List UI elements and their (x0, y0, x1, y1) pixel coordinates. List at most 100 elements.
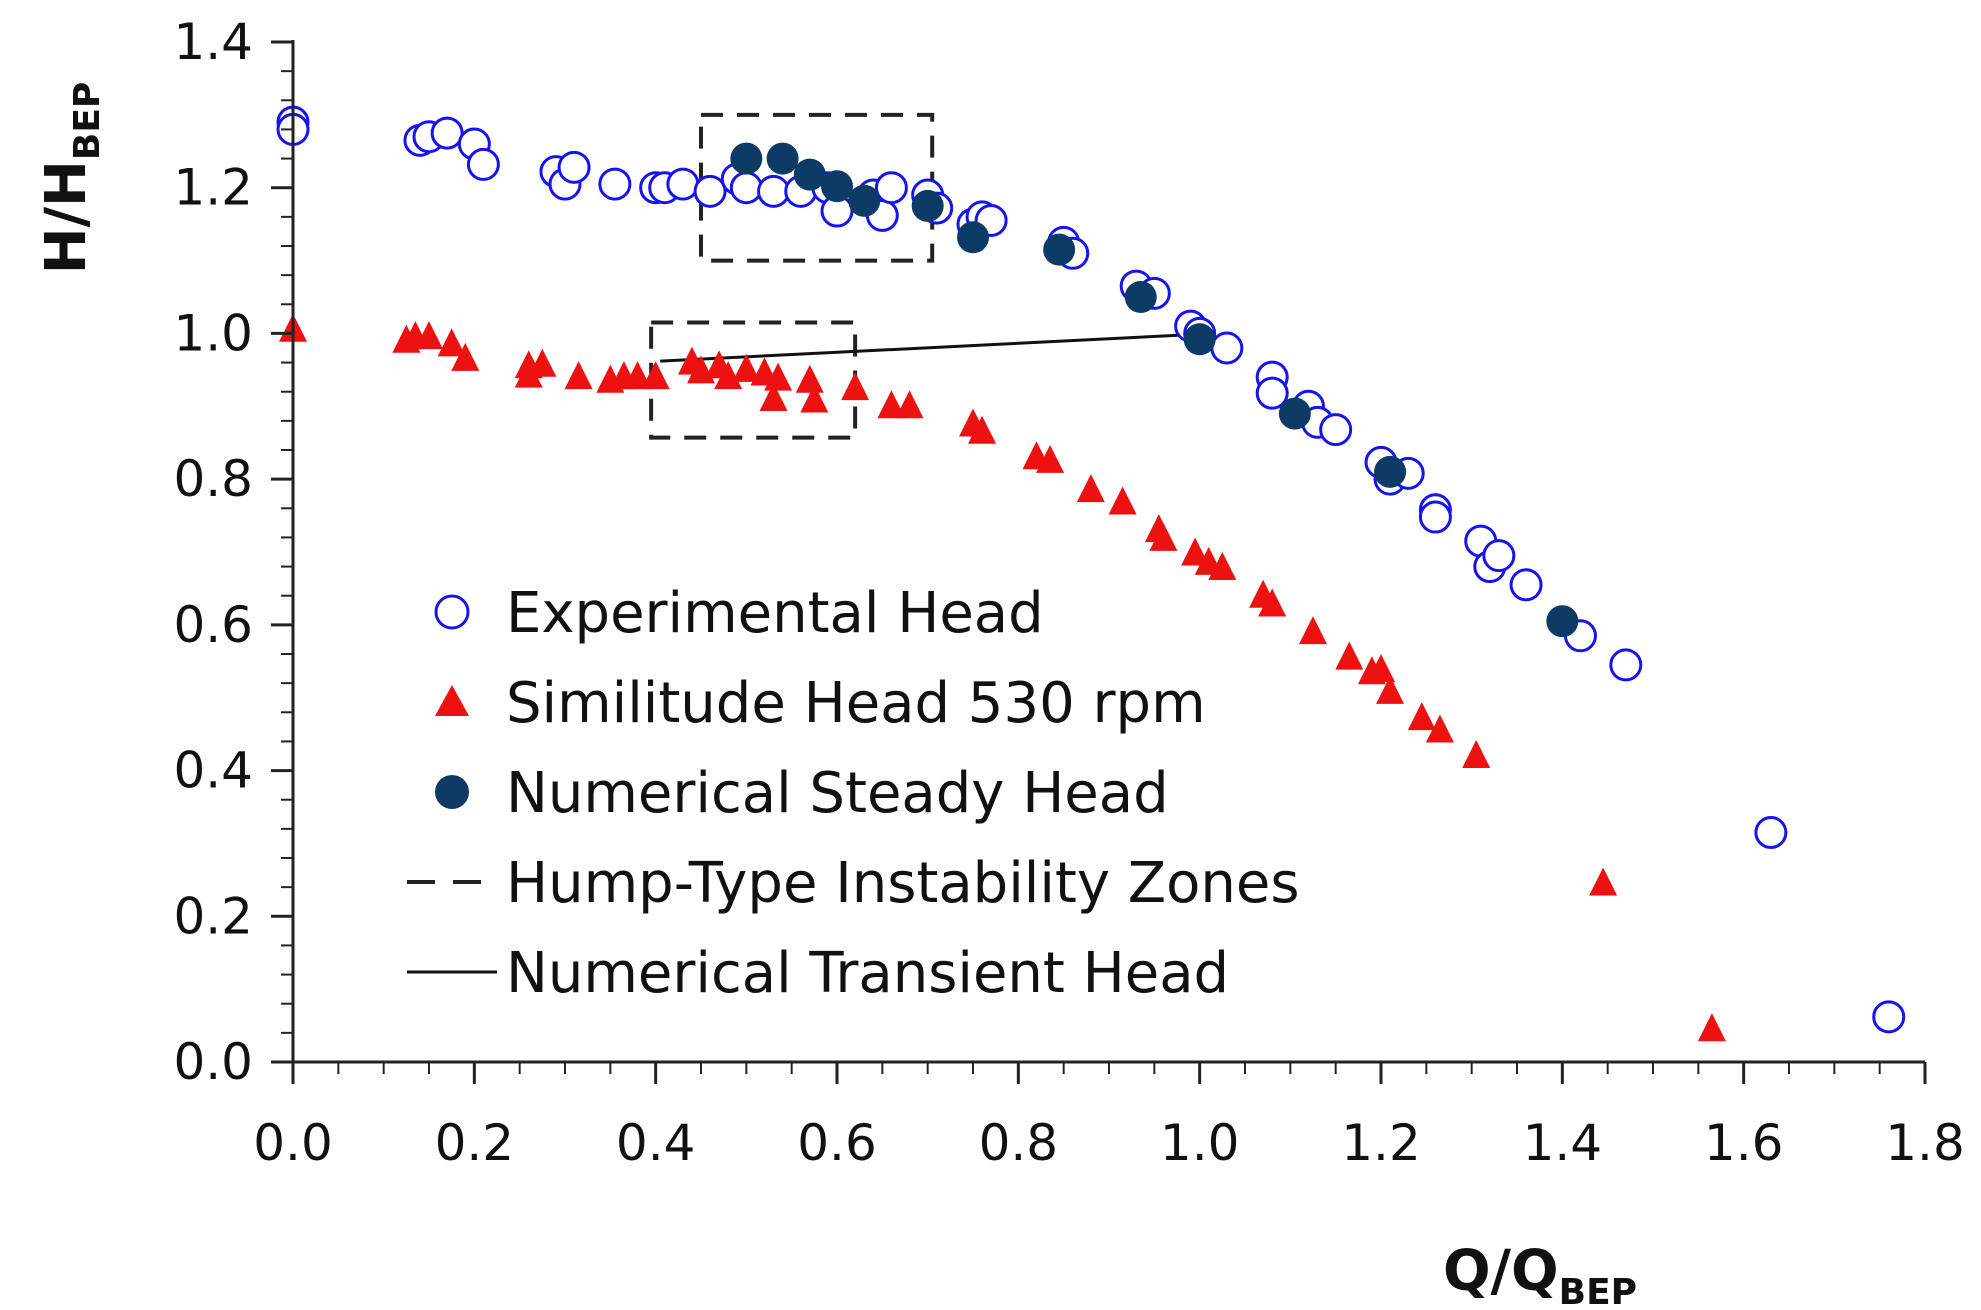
similitude-point (1149, 522, 1178, 551)
similitude-point (1208, 552, 1237, 581)
legend-marker-similitude (435, 685, 469, 716)
x-axis-title-main: Q/Q (1443, 1239, 1559, 1304)
experimental-point (1210, 331, 1244, 365)
similitude-point (1407, 702, 1436, 731)
similitude-point (759, 383, 788, 411)
similitude-point (564, 361, 593, 390)
legend-label-experimental: Experimental Head (506, 581, 1044, 646)
transient-line-layer (660, 333, 1187, 363)
numerical-steady-point (1278, 397, 1311, 430)
similitude-point (451, 342, 480, 371)
x-tick-label: 0.6 (797, 1114, 877, 1172)
similitude-point (641, 361, 670, 390)
y-tick-label: 0.0 (173, 1033, 253, 1091)
experimental-point (666, 167, 700, 201)
similitude-point (877, 390, 906, 419)
legend-label-transient: Numerical Transient Head (506, 941, 1229, 1006)
legend-marker-numerical-steady (435, 775, 469, 809)
similitude-point (968, 415, 997, 444)
experimental-point (466, 147, 500, 181)
similitude-point (795, 364, 824, 393)
similitude-point (1299, 616, 1327, 645)
similitude-point (1335, 641, 1364, 670)
experimental-point (1609, 648, 1643, 682)
experimental-point (693, 174, 727, 208)
numerical-steady-point (793, 158, 826, 191)
numerical-steady-point (730, 142, 763, 175)
experimental-point (557, 150, 591, 184)
legend: Experimental Head Similitude Head 530 rp… (407, 581, 1300, 1006)
similitude-point (800, 384, 829, 413)
y-tick-label: 1.4 (173, 13, 253, 71)
similitude-point (841, 372, 870, 401)
numerical-steady-point (821, 170, 853, 203)
similitude-point (714, 361, 743, 390)
numerical-steady-point (911, 189, 944, 222)
similitude-point (1181, 537, 1210, 566)
similitude-point (895, 390, 924, 419)
y-axis-title-main: H/H (34, 160, 99, 274)
x-tick-label: 1.8 (1885, 1114, 1965, 1172)
experimental-point (598, 167, 632, 201)
y-tick-label: 0.8 (173, 450, 253, 508)
y-tick-label: 0.6 (173, 596, 253, 654)
data-points-layer (276, 105, 1906, 1042)
numerical-steady-point (1183, 323, 1216, 356)
x-tick-label: 1.0 (1160, 1114, 1240, 1172)
x-tick-label: 1.2 (1341, 1114, 1421, 1172)
similitude-point (1036, 444, 1065, 473)
transient-head-line (660, 333, 1187, 363)
numerical-steady-point (1374, 455, 1407, 488)
experimental-point (1509, 568, 1543, 602)
similitude-point (514, 359, 543, 388)
x-tick-label: 0.8 (979, 1114, 1059, 1172)
numerical-steady-point (848, 184, 881, 217)
similitude-point (528, 348, 557, 377)
legend-label-similitude: Similitude Head 530 rpm (506, 671, 1206, 736)
numerical-steady-point (766, 142, 799, 175)
x-axis-title: Q/QBEP (1443, 1239, 1637, 1310)
y-tick-label: 1.0 (173, 304, 253, 362)
similitude-point (732, 353, 761, 382)
axes: 0.0 0.2 0.4 0.6 0.8 1.0 1.2 1.4 1.6 1.8 0.0 0.2 0.4 0… (173, 13, 1964, 1172)
similitude-point (1589, 867, 1618, 896)
similitude-point (1462, 740, 1491, 768)
experimental-point (757, 174, 791, 208)
similitude-point (1076, 474, 1105, 503)
experimental-point (1872, 1000, 1906, 1034)
similitude-point (764, 362, 793, 391)
y-tick-label: 1.2 (173, 159, 253, 217)
numerical-steady-point (1043, 233, 1076, 266)
y-axis-title: H/HBEP (34, 82, 108, 275)
experimental-point (1482, 539, 1516, 573)
experimental-point (1754, 816, 1788, 849)
x-tick-label: 1.4 (1523, 1114, 1603, 1172)
numerical-steady-point (1124, 281, 1157, 313)
similitude-point (1376, 675, 1405, 704)
experimental-point (1319, 413, 1353, 447)
experimental-point (1418, 500, 1452, 534)
similitude-point (1108, 486, 1137, 515)
numerical-steady-point (1546, 605, 1579, 638)
similitude-point (623, 361, 652, 390)
experimental-point (430, 116, 464, 150)
numerical-steady-point (957, 221, 989, 254)
similitude-point (1258, 588, 1287, 617)
similitude-point (415, 321, 443, 350)
x-axis-title-sub: BEP (1559, 1272, 1637, 1310)
x-tick-label: 0.4 (616, 1114, 696, 1172)
experimental-point (729, 171, 763, 205)
y-axis-title-sub: BEP (67, 82, 108, 160)
similitude-point (1697, 1013, 1726, 1042)
legend-label-instability-zones: Hump-Type Instability Zones (506, 851, 1300, 916)
x-tick-label: 0.2 (435, 1114, 515, 1172)
legend-marker-experimental (434, 594, 470, 630)
x-tick-label: 0.0 (253, 1114, 333, 1172)
similitude-point (437, 328, 466, 357)
legend-label-numerical-steady: Numerical Steady Head (506, 761, 1169, 826)
experimental-point (1255, 376, 1289, 410)
y-tick-label: 0.2 (173, 887, 253, 945)
experimental-point (874, 171, 908, 205)
x-tick-label: 1.6 (1704, 1114, 1784, 1172)
